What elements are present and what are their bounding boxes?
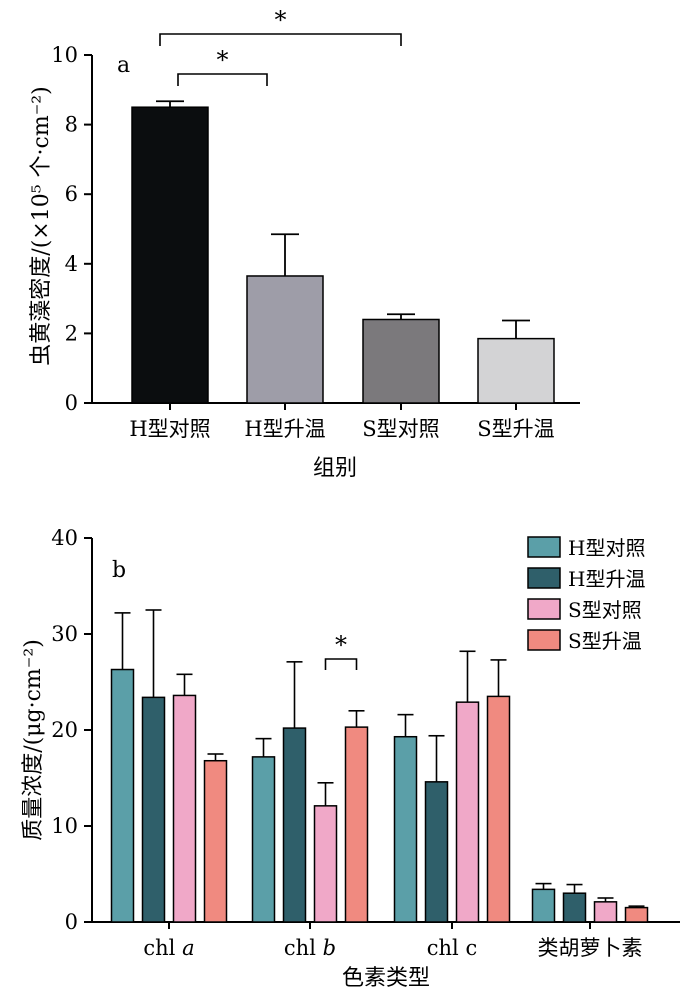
y-tick-label: 0 <box>65 910 78 934</box>
bar <box>203 759 228 923</box>
x-tick-label: H型升温 <box>244 417 325 441</box>
bar <box>562 892 587 923</box>
legend-swatch <box>527 629 561 651</box>
x-axis-label: 色素类型 <box>342 966 430 991</box>
bar <box>486 695 511 923</box>
bar <box>424 781 449 923</box>
bar <box>246 275 324 404</box>
significance-label: * <box>217 46 229 74</box>
bar <box>593 901 618 923</box>
x-tick-label: chl a <box>143 936 194 960</box>
x-tick-label: 类胡萝卜素 <box>538 936 643 960</box>
legend-label: H型对照 <box>568 536 645 560</box>
y-tick-label: 6 <box>65 182 78 206</box>
y-tick-label: 4 <box>65 252 78 276</box>
bar <box>624 906 649 923</box>
legend-swatch <box>527 598 561 620</box>
legend-label: S型对照 <box>568 598 642 622</box>
y-tick-label: 8 <box>65 113 78 137</box>
significance-bracket <box>324 658 358 670</box>
bar <box>251 756 276 923</box>
x-axis-label: 组别 <box>313 456 357 481</box>
bar <box>531 888 556 923</box>
legend-label: H型升温 <box>568 567 645 591</box>
y-tick-label: 2 <box>65 321 78 345</box>
panel-label: a <box>117 53 130 78</box>
x-tick-label: S型升温 <box>477 417 554 441</box>
bar <box>282 727 307 923</box>
panel-label: b <box>112 558 126 583</box>
legend-swatch <box>527 536 561 558</box>
x-tick-label: S型对照 <box>362 417 439 441</box>
legend-swatch <box>527 567 561 589</box>
bar <box>313 805 338 923</box>
y-tick-label: 40 <box>51 526 78 550</box>
bar <box>110 668 135 923</box>
bar <box>141 696 166 923</box>
x-tick-label: H型对照 <box>129 417 210 441</box>
bar <box>455 701 480 923</box>
y-axis-label: 虫黄藻密度/(×10⁵ 个·cm⁻²) <box>29 86 54 365</box>
bar <box>172 694 197 923</box>
y-tick-label: 20 <box>51 718 78 742</box>
chart-panel-b: 0 10 20 30 40 chl a chl b chl c 类胡萝卜素 b * H型对照 H型升温 S… <box>21 526 680 991</box>
y-tick-label: 0 <box>65 391 78 415</box>
bar <box>477 337 555 404</box>
chart-panel-a: 0 2 4 6 8 10 H型对照 H型升温 S型对照 S型升温 a * * 组别 虫黄藻密度/(×10⁵ … <box>29 6 580 481</box>
bar <box>344 726 369 923</box>
bar <box>393 735 418 923</box>
bar <box>131 106 209 404</box>
significance-bracket <box>177 73 268 86</box>
significance-label: * <box>335 631 347 659</box>
y-tick-label: 10 <box>51 43 78 67</box>
y-tick-label: 30 <box>51 622 78 646</box>
significance-label: * <box>275 6 287 34</box>
x-tick-label: chl b <box>284 936 336 960</box>
x-tick-label: chl c <box>427 936 477 960</box>
significance-bracket <box>159 33 402 46</box>
y-tick-label: 10 <box>51 814 78 838</box>
legend-label: S型升温 <box>568 629 642 653</box>
bar <box>362 318 440 404</box>
y-axis-label: 质量浓度/(μg·cm⁻²) <box>21 639 46 841</box>
